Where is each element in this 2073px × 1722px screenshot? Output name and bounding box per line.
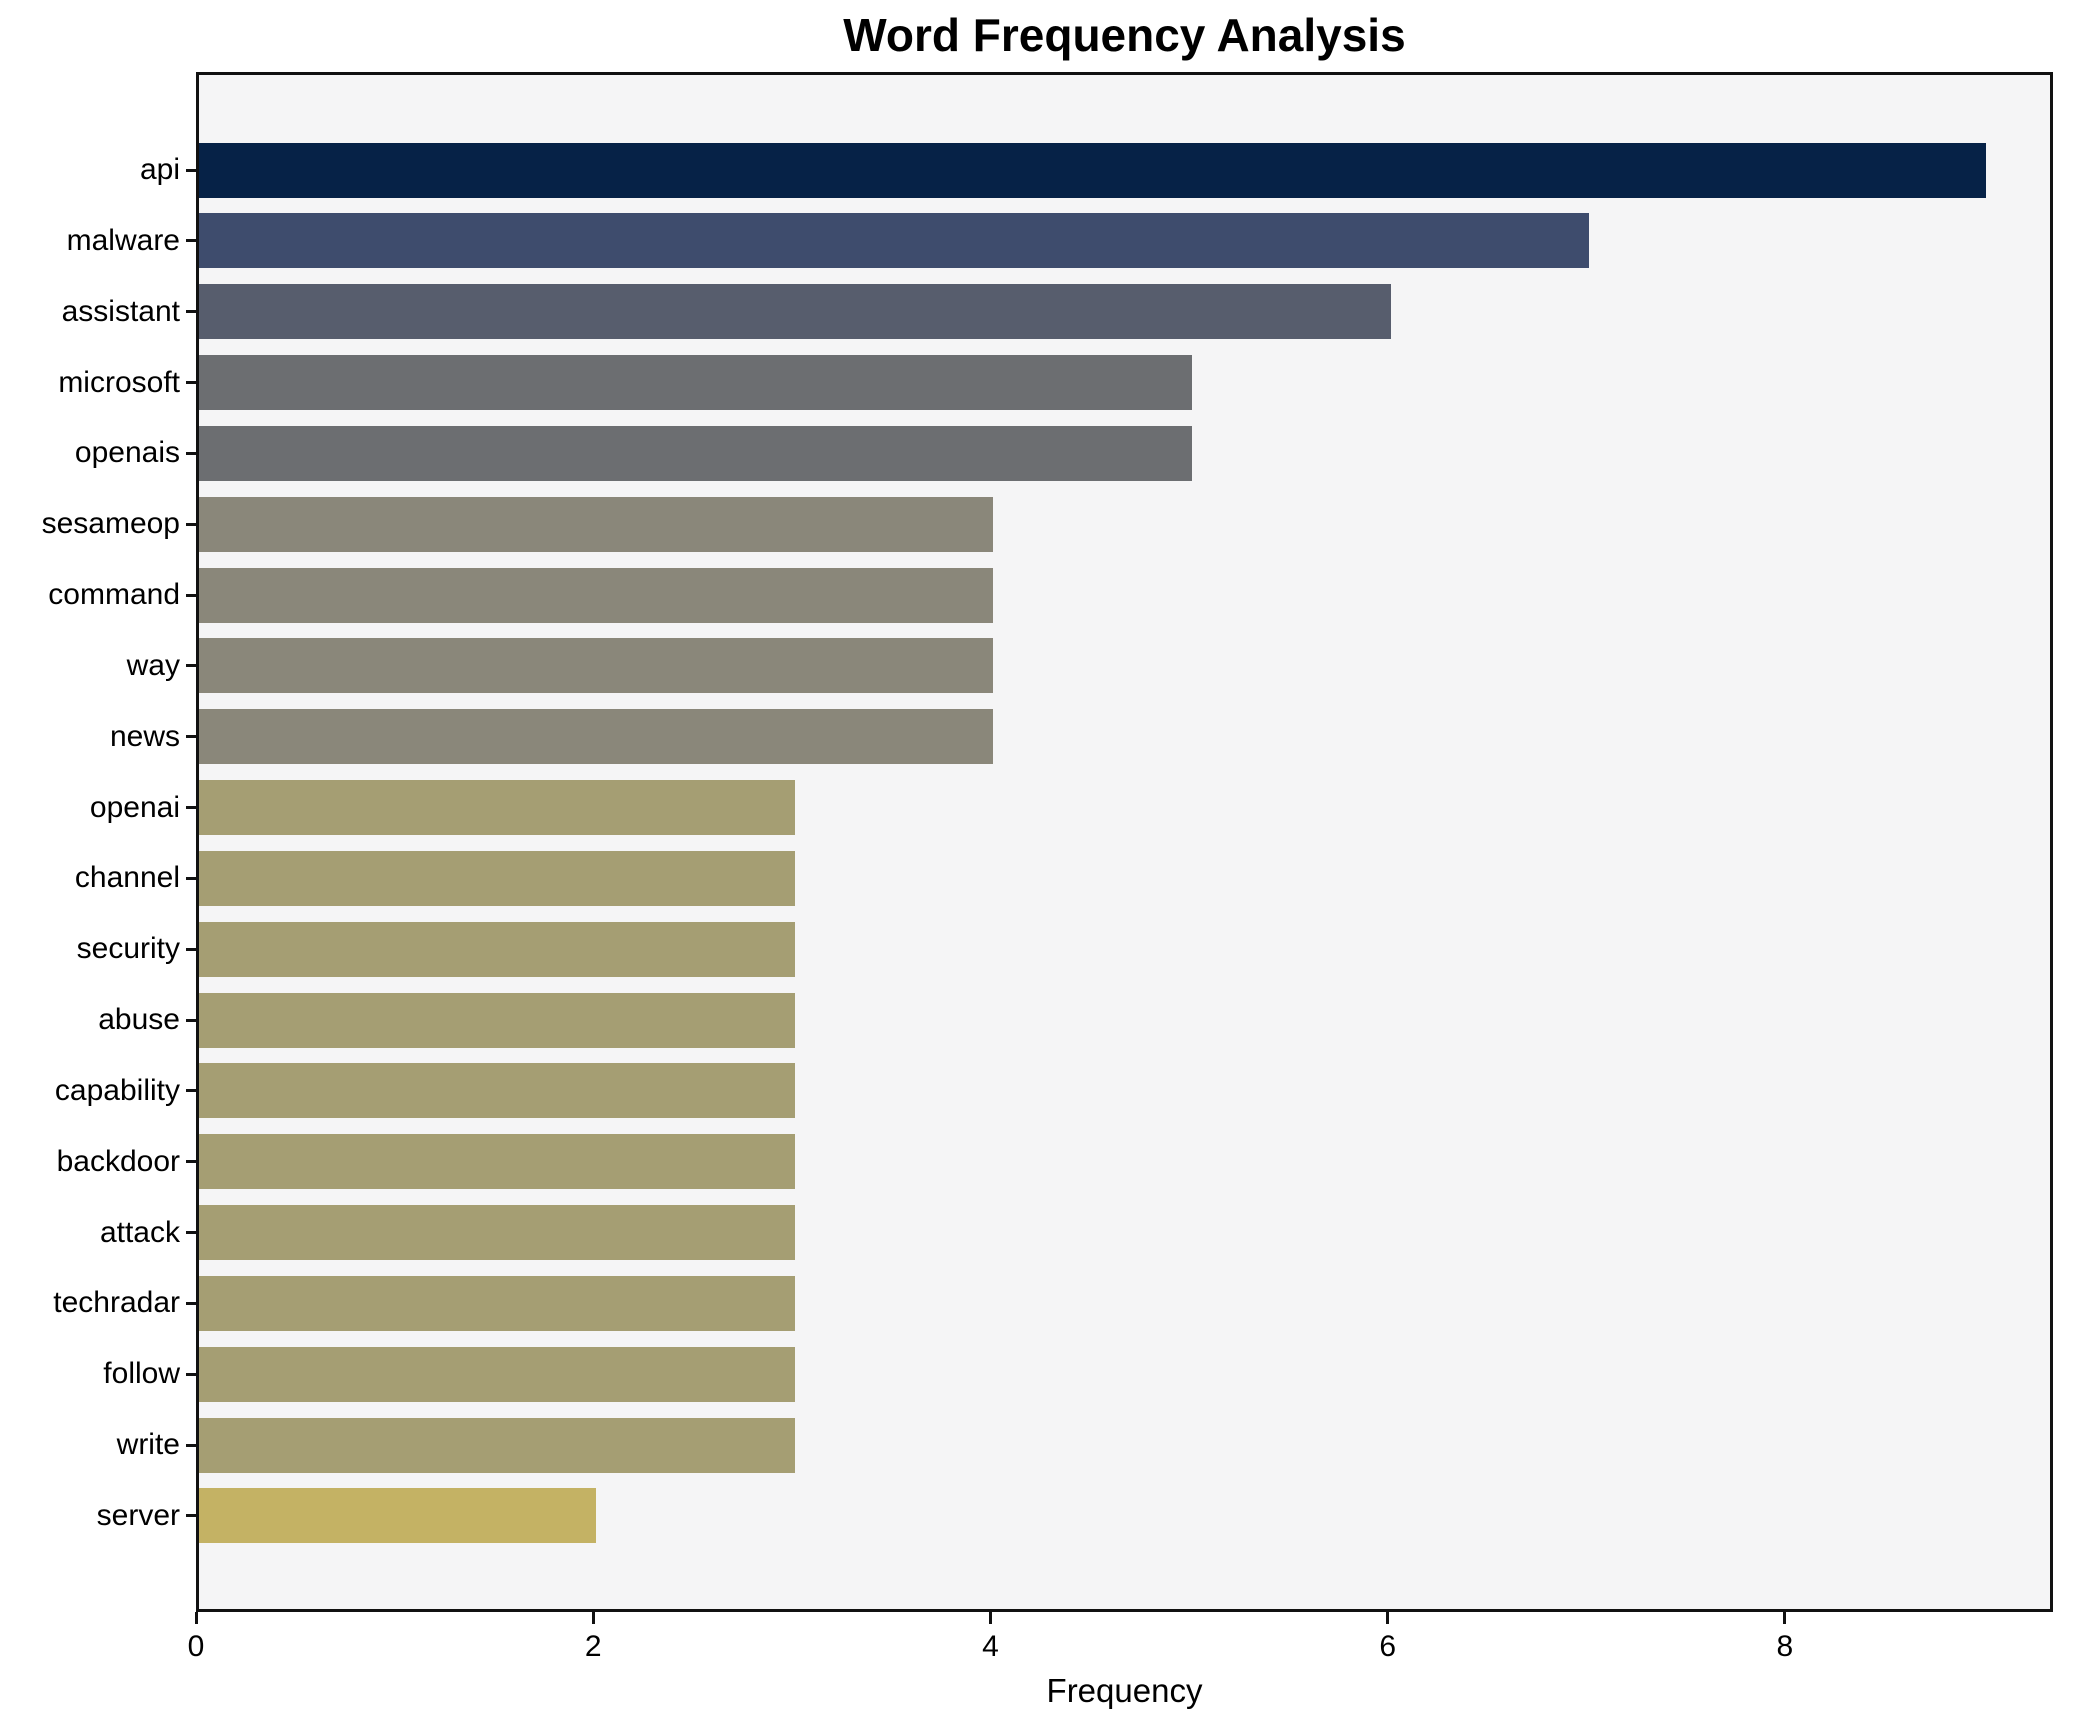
- y-axis-label-backdoor: backdoor: [56, 1144, 180, 1178]
- y-tick-capability: [186, 1089, 196, 1093]
- y-tick-sesameop: [186, 522, 196, 526]
- y-tick-backdoor: [186, 1160, 196, 1164]
- bar-openai: [199, 780, 795, 836]
- y-axis-label-attack: attack: [99, 1215, 180, 1249]
- bar-api: [199, 142, 1987, 198]
- bar-malware: [199, 213, 1590, 269]
- y-axis-label-microsoft: microsoft: [58, 365, 180, 399]
- y-axis-label-assistant: assistant: [61, 294, 180, 328]
- x-tick-8: [1783, 1612, 1787, 1624]
- x-tick-6: [1386, 1612, 1390, 1624]
- y-tick-channel: [186, 876, 196, 880]
- y-axis-label-abuse: abuse: [98, 1003, 180, 1037]
- bar-follow: [199, 1346, 795, 1402]
- chart-title: Word Frequency Analysis: [843, 9, 1406, 61]
- y-tick-abuse: [186, 1018, 196, 1022]
- x-tick-0: [194, 1612, 198, 1624]
- bar-microsoft: [199, 355, 1193, 411]
- bar-write: [199, 1417, 795, 1473]
- y-tick-server: [186, 1514, 196, 1518]
- y-axis-label-write: write: [116, 1428, 180, 1462]
- bar-news: [199, 709, 994, 765]
- bar-capability: [199, 1063, 795, 1119]
- bar-backdoor: [199, 1134, 795, 1190]
- bar-security: [199, 921, 795, 977]
- x-tick-4: [988, 1612, 992, 1624]
- x-tick-label-2: 2: [584, 1630, 602, 1663]
- y-axis-label-api: api: [139, 153, 180, 186]
- bar-sesameop: [199, 496, 994, 552]
- y-axis-label-command: command: [48, 578, 180, 612]
- y-axis-label-sesameop: sesameop: [41, 507, 180, 541]
- bar-techradar: [199, 1275, 795, 1331]
- bar-attack: [199, 1205, 795, 1261]
- y-tick-techradar: [186, 1301, 196, 1305]
- x-axis-label: Frequency: [1046, 1672, 1203, 1709]
- y-axis-label-techradar: techradar: [53, 1286, 180, 1320]
- plot-area: [196, 72, 2053, 1612]
- y-tick-news: [186, 735, 196, 739]
- y-tick-openais: [186, 451, 196, 455]
- y-tick-security: [186, 947, 196, 951]
- y-axis-label-way: way: [126, 648, 180, 682]
- bar-openais: [199, 425, 1193, 481]
- y-axis-label-openais: openais: [74, 436, 180, 470]
- y-tick-write: [186, 1443, 196, 1447]
- y-axis-label-capability: capability: [54, 1073, 180, 1107]
- y-tick-follow: [186, 1372, 196, 1376]
- y-axis-label-security: security: [76, 932, 180, 966]
- x-tick-2: [591, 1612, 595, 1624]
- y-axis-label-news: news: [109, 719, 180, 753]
- bar-assistant: [199, 284, 1391, 340]
- y-tick-malware: [186, 239, 196, 243]
- x-tick-label-6: 6: [1379, 1630, 1396, 1663]
- y-tick-way: [186, 664, 196, 668]
- bar-way: [199, 638, 994, 694]
- bar-channel: [199, 850, 795, 906]
- x-tick-label-0: 0: [187, 1630, 205, 1663]
- y-tick-openai: [186, 806, 196, 810]
- y-tick-assistant: [186, 310, 196, 314]
- y-axis-label-follow: follow: [103, 1357, 180, 1391]
- y-axis-label-malware: malware: [66, 223, 180, 257]
- y-axis-label-channel: channel: [74, 861, 180, 895]
- bar-server: [199, 1488, 597, 1544]
- bar-abuse: [199, 992, 795, 1048]
- bar-command: [199, 567, 994, 623]
- y-tick-microsoft: [186, 381, 196, 385]
- x-tick-label-8: 8: [1776, 1630, 1794, 1663]
- y-axis-label-openai: openai: [89, 790, 180, 824]
- x-tick-label-4: 4: [982, 1630, 999, 1663]
- y-tick-api: [186, 168, 196, 172]
- y-tick-attack: [186, 1231, 196, 1235]
- y-axis-label-server: server: [96, 1498, 180, 1532]
- y-tick-command: [186, 593, 196, 597]
